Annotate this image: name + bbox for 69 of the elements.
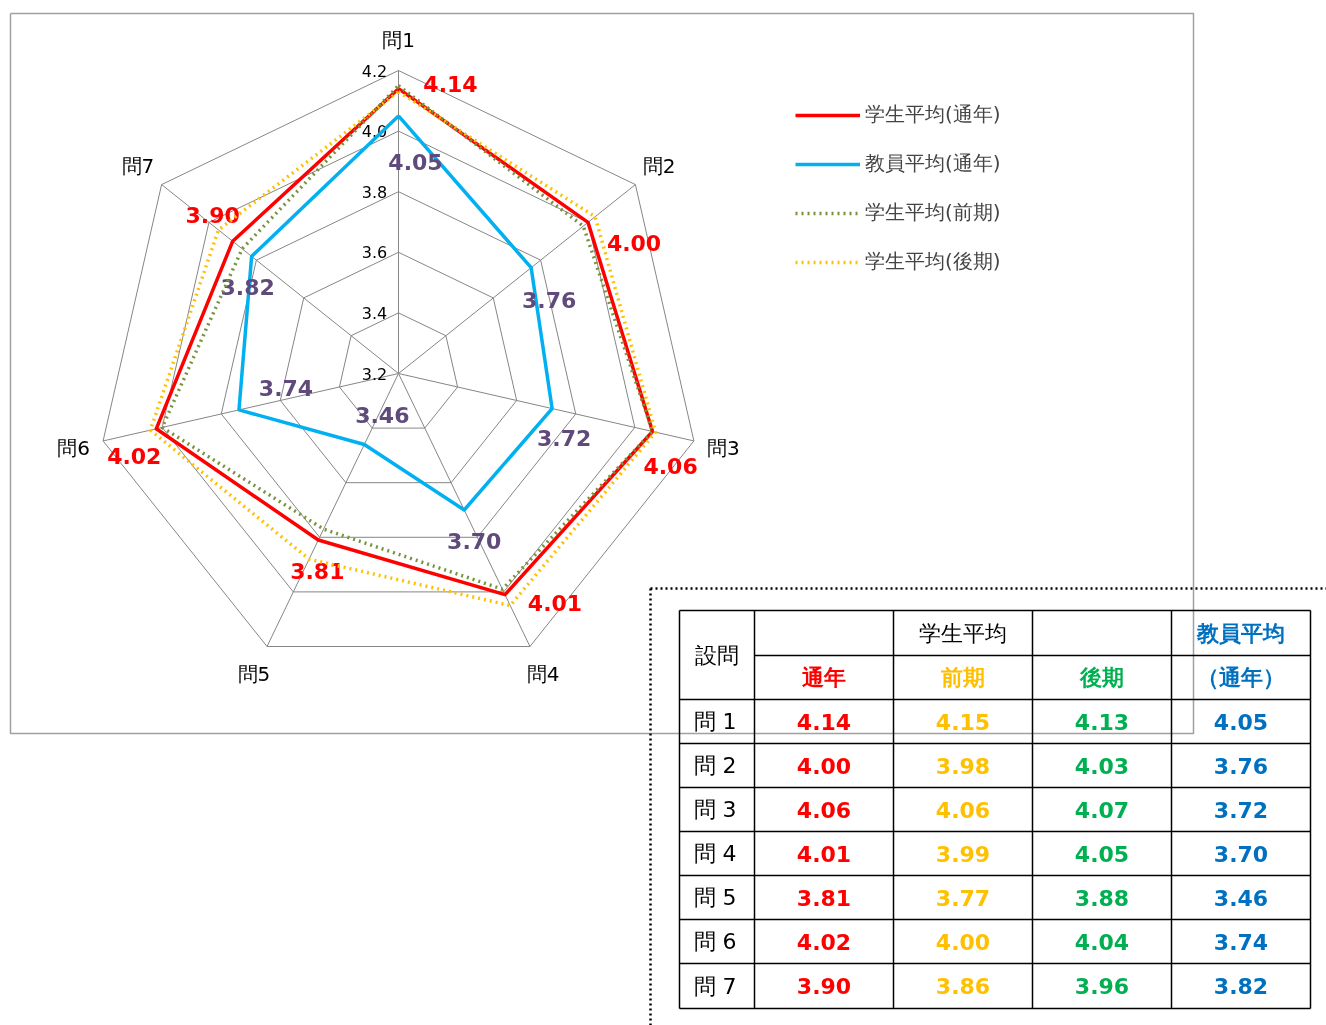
data-label: 3.88: [1074, 885, 1130, 911]
legend-label: 通年: [801, 665, 846, 690]
legend-label: 学生平均(通年): [865, 101, 1001, 128]
data-label: 4.01: [796, 841, 852, 867]
data-label: 4.00: [606, 231, 662, 257]
data-label: 3.90: [796, 974, 852, 999]
data-label: 3.81: [796, 885, 852, 911]
category-label: 問 2: [693, 753, 737, 778]
data-label: 3.99: [935, 841, 991, 867]
data-label: 4.14: [423, 71, 478, 97]
data-label: 3.86: [935, 974, 991, 999]
data-label: 4.15: [935, 709, 991, 735]
legend-label: 教員平均(通年): [865, 150, 1001, 177]
data-label: 4.00: [796, 753, 852, 779]
spoke-label: 問3: [707, 435, 740, 460]
category-label: 問 4: [693, 841, 737, 866]
data-label: 3.98: [935, 753, 991, 779]
data-label: 4.00: [935, 929, 991, 955]
y-tick-label: 3.4: [361, 303, 388, 323]
data-label: 3.74: [258, 375, 314, 401]
text: 学生平均: [919, 620, 1007, 646]
data-label: 3.46: [1213, 885, 1269, 911]
data-label: 3.90: [185, 203, 240, 229]
data-label: 3.70: [1213, 841, 1269, 867]
spoke-label: 問5: [237, 661, 271, 686]
spoke-label: 問2: [642, 153, 676, 178]
data-label: 3.46: [355, 403, 410, 429]
data-label: 3.82: [1213, 974, 1269, 999]
data-label: 4.13: [1074, 709, 1130, 735]
data-label: 4.06: [796, 797, 852, 823]
spoke-label: 問1: [382, 28, 415, 53]
data-label: 4.04: [1074, 929, 1130, 955]
category-label: 問 3: [693, 797, 737, 822]
data-label: 4.03: [1074, 753, 1130, 779]
y-tick-label: 3.2: [361, 364, 388, 384]
data-label: 4.14: [796, 709, 852, 735]
legend-label: 後期: [1079, 665, 1124, 690]
spoke-label: 問7: [121, 153, 155, 178]
data-label: 4.06: [935, 797, 991, 823]
data-label: 3.77: [935, 885, 991, 911]
text: 教員平均: [1196, 620, 1285, 646]
data-label: 3.76: [1213, 753, 1269, 779]
data-label: 4.01: [527, 590, 583, 616]
legend-label: 学生平均(後期): [865, 248, 1001, 275]
data-label: 4.05: [1213, 709, 1269, 735]
y-tick-label: 4.2: [361, 61, 388, 81]
data-label: 4.02: [796, 929, 852, 955]
category-label: 問 7: [693, 973, 737, 999]
legend-label: 前期: [940, 665, 985, 690]
category-label: 問 1: [693, 709, 737, 734]
data-label: 4.06: [643, 454, 698, 480]
legend-label: （通年）: [1197, 665, 1285, 690]
text: 設問: [695, 642, 739, 668]
data-label: 3.72: [1213, 797, 1269, 823]
category-label: 問 5: [693, 885, 737, 910]
data-label: 3.74: [1213, 929, 1269, 955]
y-tick-label: 3.6: [361, 243, 388, 263]
category-label: 問 6: [693, 929, 737, 954]
data-label: 4.02: [107, 443, 162, 469]
data-label: 4.05: [1074, 841, 1130, 867]
data-label: 3.72: [536, 425, 592, 451]
y-tick-label: 3.8: [361, 182, 388, 202]
legend-label: 学生平均(前期): [865, 199, 1001, 226]
data-label: 3.96: [1074, 974, 1130, 999]
data-label: 3.70: [447, 529, 502, 554]
spoke-label: 問4: [526, 661, 560, 686]
data-label: 4.07: [1074, 797, 1130, 823]
data-label: 3.81: [290, 559, 345, 585]
spoke-label: 問6: [57, 435, 90, 460]
